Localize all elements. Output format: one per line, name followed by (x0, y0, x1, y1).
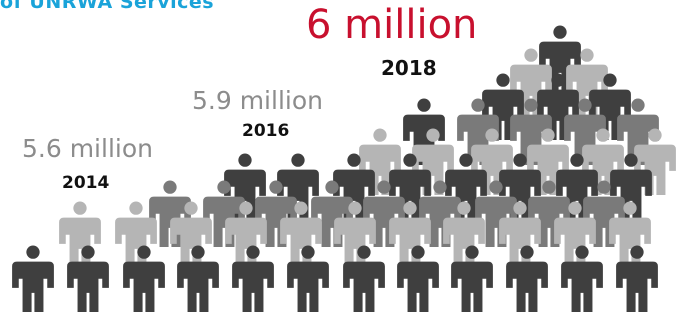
person-silhouette-icon (232, 245, 274, 312)
person-silhouette-icon (506, 245, 548, 312)
value-label-2016: 5.9 million (192, 86, 323, 115)
person-silhouette-icon (67, 245, 109, 312)
person-silhouette-icon (12, 245, 54, 312)
person-silhouette-icon (343, 245, 385, 312)
person-silhouette-icon (397, 245, 439, 312)
year-label-2018: 2018 (381, 56, 437, 80)
person-silhouette-icon (287, 245, 329, 312)
person-silhouette-icon (616, 245, 658, 312)
person-silhouette-icon (59, 201, 101, 268)
person-silhouette-icon (123, 245, 165, 312)
person-silhouette-icon (561, 245, 603, 312)
person-silhouette-icon (177, 245, 219, 312)
person-silhouette-icon (451, 245, 493, 312)
year-label-2014: 2014 (62, 173, 110, 193)
value-label-2018: 6 million (306, 2, 478, 48)
value-label-2014: 5.6 million (22, 134, 153, 163)
year-label-2016: 2016 (242, 121, 290, 141)
chart-title: of UNRWA Services (0, 0, 215, 13)
